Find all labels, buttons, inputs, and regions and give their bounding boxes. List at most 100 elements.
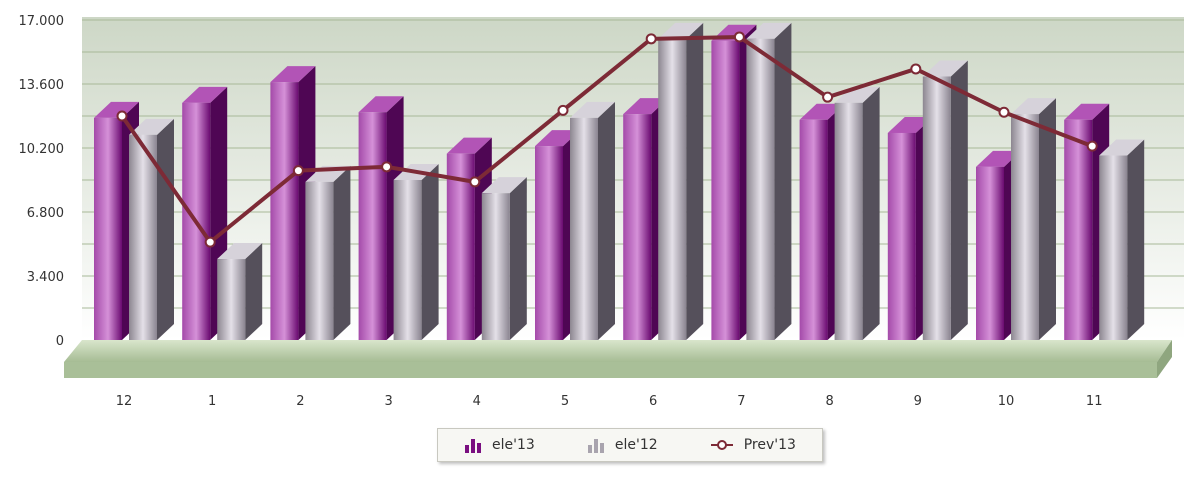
bar-ele12-side xyxy=(333,165,351,340)
bar-ele13-front xyxy=(976,166,1004,340)
x-tick-label: 5 xyxy=(561,394,569,409)
line-point xyxy=(116,110,128,122)
bar-ele12-top xyxy=(217,243,263,260)
bar-ele12-side xyxy=(509,177,527,340)
x-tick-label: 3 xyxy=(384,394,392,409)
bar-ele12-top xyxy=(570,101,615,118)
bar-ele12-side xyxy=(1039,98,1056,340)
x-tick-label: 1 xyxy=(208,394,216,409)
bar-ele12-top xyxy=(1011,98,1056,115)
bar-ele12 xyxy=(1099,139,1145,340)
bar-ele12-top xyxy=(1099,139,1145,156)
bar-ele12-front xyxy=(658,38,687,341)
y-tick-label: 17.000 xyxy=(19,14,65,29)
bar-ele12-top xyxy=(834,86,880,103)
plot-floor xyxy=(64,340,1172,362)
bar-ele12-front xyxy=(1099,155,1128,340)
bar-ele13 xyxy=(182,86,228,340)
y-axis-ticks: 0 3.400 6.800 10.200 13.600 17.000 xyxy=(19,14,65,349)
bar-ele13-front xyxy=(711,40,740,341)
bar-chart-grey-icon xyxy=(587,439,604,453)
bar-ele13-front xyxy=(623,114,652,340)
bar-ele13-top xyxy=(976,150,1021,167)
bar-ele12-top xyxy=(658,22,704,39)
legend-item-ele12: ele'12 xyxy=(587,436,658,454)
line-point xyxy=(822,91,834,103)
bar-ele12-front xyxy=(746,38,775,341)
legend-label-prev13: Prev'13 xyxy=(743,437,796,453)
bar-ele12-front xyxy=(393,180,422,340)
legend-label-ele12: ele'12 xyxy=(614,437,658,453)
x-tick-label: 4 xyxy=(473,394,481,409)
bar-ele13-top xyxy=(623,98,669,115)
bar-ele12 xyxy=(217,243,263,340)
bar-ele12-top xyxy=(746,22,792,39)
bar-ele12-front xyxy=(217,259,246,340)
bar-ele12-side xyxy=(774,22,792,341)
line-point xyxy=(292,165,304,177)
bar-ele13-front xyxy=(358,112,387,340)
x-tick-label: 12 xyxy=(116,394,133,409)
bar-ele12-side xyxy=(862,86,880,340)
bar-ele12 xyxy=(393,164,439,340)
bar-ele13-top xyxy=(535,130,580,147)
bar-ele12-front xyxy=(570,117,598,340)
bar-ele12-front xyxy=(481,193,510,340)
bar-ele12-front xyxy=(922,76,951,341)
bars xyxy=(94,22,1145,341)
x-axis-ticks: 12 1 2 3 4 5 6 7 8 9 10 11 xyxy=(116,394,1103,409)
line-point xyxy=(381,161,393,173)
line-point xyxy=(733,31,745,43)
line-point xyxy=(910,63,922,75)
line-point xyxy=(469,176,481,188)
bar-ele13-top xyxy=(358,96,404,113)
bar-ele12-side xyxy=(1127,139,1145,340)
bar-ele13-front xyxy=(270,82,299,340)
bar-ele12-side xyxy=(245,243,263,340)
legend-item-ele13: ele'13 xyxy=(464,436,535,454)
bar-ele12 xyxy=(658,22,704,341)
bar-ele13-top xyxy=(799,103,845,120)
bar-ele12 xyxy=(746,22,792,341)
bar-ele12 xyxy=(481,177,527,340)
bar-ele12 xyxy=(834,86,880,340)
bar-ele13-top xyxy=(94,101,139,118)
x-tick-label: 6 xyxy=(649,394,657,409)
legend-item-prev13: Prev'13 xyxy=(710,437,796,453)
x-tick-label: 8 xyxy=(825,394,833,409)
bar-ele12-front xyxy=(129,134,157,340)
line-point xyxy=(998,106,1010,118)
bar-ele13-top xyxy=(270,66,316,83)
bar-ele13-top xyxy=(1064,103,1110,120)
bar-ele12-top xyxy=(922,60,968,77)
bar-ele12-side xyxy=(598,101,615,340)
bar-ele13-front xyxy=(799,119,828,340)
bar-ele13-front xyxy=(94,117,122,340)
x-tick-label: 10 xyxy=(998,394,1015,409)
line-series xyxy=(116,31,1098,248)
y-tick-label: 3.400 xyxy=(27,270,64,285)
bar-ele12-side xyxy=(950,60,968,341)
bar-ele12-front xyxy=(305,181,334,340)
x-tick-label: 9 xyxy=(914,394,922,409)
legend-label-ele13: ele'13 xyxy=(492,437,535,453)
line-point xyxy=(1086,140,1098,152)
bar-ele12-front xyxy=(834,102,863,340)
line-point xyxy=(204,236,216,248)
line-marker-icon xyxy=(710,440,733,450)
bar-ele12-front xyxy=(1011,114,1039,340)
bar-ele12-top xyxy=(129,118,174,135)
y-tick-label: 0 xyxy=(56,334,64,349)
bar-ele13-front xyxy=(1064,119,1093,340)
bar-ele12 xyxy=(922,60,968,341)
bar-ele12-side xyxy=(686,22,704,341)
bar-ele13-front xyxy=(887,132,916,340)
line-point xyxy=(557,104,569,116)
plot-floor-edge xyxy=(64,362,1157,378)
bar-chart-purple-icon xyxy=(465,439,482,453)
bar-ele12-side xyxy=(157,118,174,340)
x-tick-label: 2 xyxy=(296,394,304,409)
legend: ele'13 ele'12 Prev'13 xyxy=(437,428,823,462)
bar-ele12 xyxy=(305,165,351,340)
